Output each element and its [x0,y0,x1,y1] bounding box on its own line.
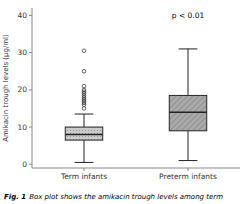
box-group [169,49,206,161]
annotation: p < 0.01 [172,11,205,20]
upper-cap [75,114,94,115]
median [169,111,206,113]
boxes [65,49,206,162]
outlier [82,49,86,53]
y-tick [29,127,32,128]
upper-whisker [84,114,85,127]
x-tick [84,168,85,171]
y-tick [29,89,32,90]
caption: Fig. 1Box plot shows the amikacin trough… [4,193,223,201]
y-tick-label: 0 [22,160,27,169]
y-axis-label: Amikacin trough levels (μg/ml) [2,34,10,142]
lower-cap [179,160,198,161]
upper-whisker [188,49,189,96]
caption-bold: Fig. 1 [4,193,26,201]
y-tick-label: 40 [17,11,27,20]
y-tick-label: 20 [17,85,27,94]
upper-cap [179,48,198,49]
outlier [82,107,86,111]
x-tick-label: Term infants [60,172,107,181]
x-tick-label: Preterm infants [159,172,217,181]
y-tick [29,15,32,16]
outlier [82,69,86,73]
y-tick [29,52,32,53]
box [169,95,206,130]
y-tick [29,164,32,165]
y-tick-label: 10 [17,123,27,132]
box [65,127,102,140]
x-axis-line [32,168,240,169]
x-tick [188,168,189,171]
lower-cap [75,162,94,163]
chart: 0 10 20 30 40 Term infants Preterm infants Amik… [0,0,247,204]
caption-text: Box plot shows the amikacin trough level… [29,193,223,201]
lower-whisker [188,131,189,161]
y-tick-label: 30 [17,48,27,57]
lower-whisker [84,140,85,162]
axes: 0 10 20 30 40 Term infants Preterm infants Amik… [2,8,240,181]
box-hatch [169,95,206,130]
outlier [82,84,86,88]
box-group [65,49,102,162]
box-hatch [65,127,102,140]
y-axis-line [32,8,33,168]
median [65,134,102,136]
outlier [82,88,86,92]
